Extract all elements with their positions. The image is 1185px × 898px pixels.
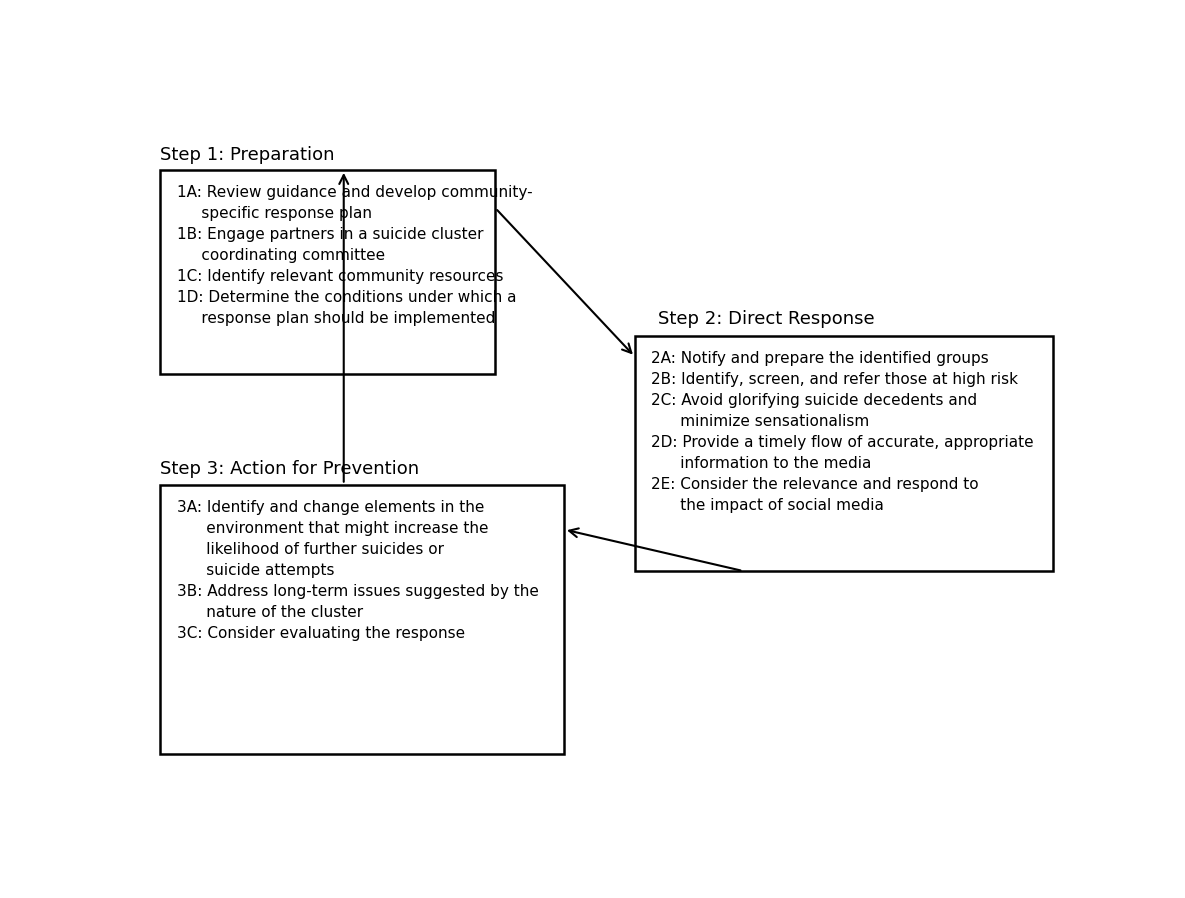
Text: 3A: Identify and change elements in the
      environment that might increase th: 3A: Identify and change elements in the … (177, 500, 538, 641)
Text: 2A: Notify and prepare the identified groups
2B: Identify, screen, and refer tho: 2A: Notify and prepare the identified gr… (652, 351, 1035, 513)
FancyBboxPatch shape (635, 336, 1052, 571)
FancyBboxPatch shape (160, 170, 495, 374)
Text: Step 2: Direct Response: Step 2: Direct Response (658, 310, 875, 328)
Text: 1A: Review guidance and develop community-
     specific response plan
1B: Engag: 1A: Review guidance and develop communit… (177, 185, 532, 326)
Text: Step 1: Preparation: Step 1: Preparation (160, 146, 334, 164)
FancyBboxPatch shape (160, 485, 564, 754)
Text: Step 3: Action for Prevention: Step 3: Action for Prevention (160, 460, 419, 478)
